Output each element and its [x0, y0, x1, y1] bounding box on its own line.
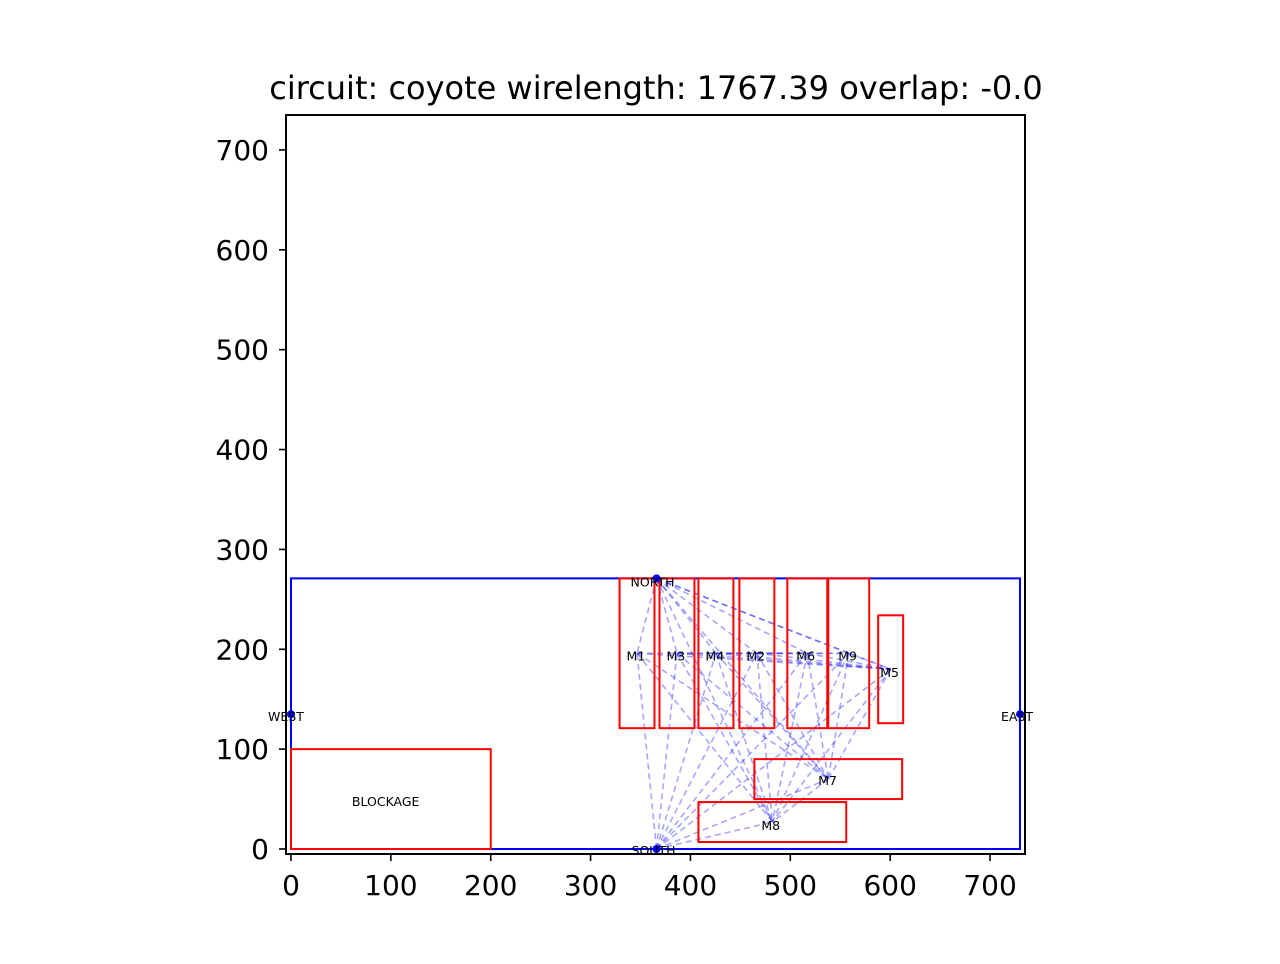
x-tick-label: 200: [464, 869, 517, 902]
net-line: [827, 653, 850, 780]
block-m2: [738, 577, 776, 730]
net-line: [655, 653, 717, 850]
block-label-m2: M2: [746, 648, 765, 663]
pin-east: [1016, 710, 1025, 719]
block-label-m5: M5: [880, 665, 899, 680]
y-tick-label: 500: [216, 334, 269, 367]
block-blockage: [289, 748, 492, 851]
x-tick-label: 500: [764, 869, 817, 902]
pin-west: [286, 710, 295, 719]
block-label-m9: M9: [838, 648, 857, 663]
pin-label-south: SOUTH: [632, 843, 676, 858]
y-tick-label: 300: [216, 533, 269, 566]
net-line: [655, 578, 774, 823]
net-line: [655, 577, 829, 780]
x-tick-label: 100: [364, 869, 417, 902]
pin-south: [652, 845, 661, 854]
plot-content: BLOCKAGE M1 M3 M4 M2 M6 M9 M5 M7 M8: [289, 577, 1022, 851]
net-line: [655, 577, 717, 654]
block-label-m4: M4: [705, 648, 724, 663]
net-line: [636, 652, 773, 823]
block-label-m7: M7: [818, 773, 837, 788]
x-tick-label: 300: [564, 869, 617, 902]
net-line: [636, 652, 891, 671]
net-line: [656, 778, 829, 850]
net-line: [636, 653, 658, 850]
pin-label-east: EAST: [1001, 709, 1033, 724]
net-line: [756, 653, 774, 823]
net-line: [806, 653, 830, 780]
x-tick-label: 400: [664, 869, 717, 902]
net-line: [807, 652, 891, 671]
pin-north: [652, 574, 661, 583]
plot-frame: [285, 114, 1026, 855]
block-m3: [658, 577, 696, 730]
y-tick-label: 600: [216, 234, 269, 267]
block-label-m6: M6: [796, 648, 815, 663]
block-m4: [697, 577, 735, 730]
x-tick-label: 700: [963, 869, 1016, 902]
block-m9: [827, 577, 871, 730]
net-line: [771, 652, 850, 823]
net-line: [655, 653, 678, 850]
x-tick-label: 600: [863, 869, 916, 902]
block-label-m1: M1: [627, 648, 646, 663]
net-line: [771, 778, 829, 823]
net-line: [771, 668, 892, 823]
block-m1: [618, 577, 656, 730]
net-line: [656, 577, 808, 654]
net-line: [655, 652, 850, 850]
net-line: [676, 652, 829, 780]
block-m5: [877, 614, 905, 725]
block-label-m3: M3: [666, 648, 685, 663]
y-tick-label: 700: [216, 134, 269, 167]
net-line: [771, 653, 809, 823]
block-m7: [753, 758, 904, 801]
y-tick-label: 100: [216, 733, 269, 766]
x-tick-label: 0: [282, 869, 300, 902]
net-line: [655, 652, 808, 850]
net-line: [676, 652, 774, 823]
net-line: [636, 578, 658, 654]
y-tick-label: 0: [251, 833, 269, 866]
y-tick-label: 400: [216, 434, 269, 467]
block-label-m8: M8: [761, 818, 780, 833]
net-line: [827, 668, 892, 780]
net-line: [676, 652, 891, 671]
axes: 0 100 200 300 400 500 600 700 0 100 200 300 400 500 60…: [216, 114, 1026, 902]
block-m8: [697, 801, 848, 844]
pin-label-north: NORTH: [631, 574, 675, 589]
y-tick-label: 200: [216, 633, 269, 666]
net-line: [656, 577, 850, 655]
chart-title: circuit: coyote wirelength: 1767.39 over…: [269, 69, 1043, 107]
block-label-blockage: BLOCKAGE: [352, 794, 420, 809]
